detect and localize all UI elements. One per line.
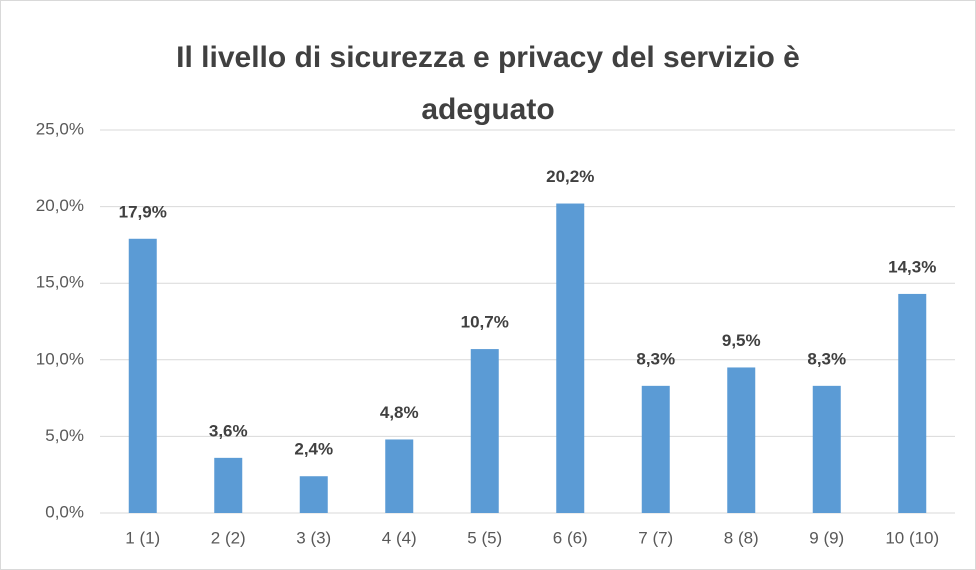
data-label: 8,3%	[636, 349, 675, 368]
bar	[214, 457, 243, 513]
x-tick-label: 3 (3)	[296, 528, 331, 547]
x-tick-label: 1 (1)	[125, 528, 160, 547]
data-label: 4,8%	[380, 403, 419, 422]
data-label: 20,2%	[546, 167, 594, 186]
bar	[128, 238, 157, 513]
data-label: 8,3%	[807, 349, 846, 368]
y-tick-label: 20,0%	[36, 196, 84, 215]
x-tick-label: 5 (5)	[467, 528, 502, 547]
x-tick-label: 7 (7)	[638, 528, 673, 547]
y-tick-label: 25,0%	[36, 119, 84, 138]
y-tick-label: 5,0%	[45, 426, 84, 445]
data-label: 2,4%	[294, 440, 333, 459]
data-label: 17,9%	[119, 202, 167, 221]
chart-title: Il livello di sicurezza e privacy del se…	[176, 41, 800, 126]
bar	[727, 367, 756, 513]
x-tick-label: 6 (6)	[553, 528, 588, 547]
bar	[556, 203, 585, 513]
bar	[898, 293, 927, 513]
bar	[299, 476, 328, 513]
x-tick-label: 9 (9)	[809, 528, 844, 547]
bar	[385, 439, 414, 513]
y-tick-label: 10,0%	[36, 349, 84, 368]
data-label: 3,6%	[209, 421, 248, 440]
y-tick-label: 15,0%	[36, 273, 84, 292]
data-label: 14,3%	[888, 257, 936, 276]
bar	[470, 349, 499, 513]
data-label: 9,5%	[722, 331, 761, 350]
x-tick-label: 2 (2)	[211, 528, 246, 547]
bar	[641, 385, 670, 513]
x-tick-label: 10 (10)	[885, 528, 939, 547]
bar	[812, 385, 841, 513]
x-tick-label: 4 (4)	[382, 528, 417, 547]
data-label: 10,7%	[461, 313, 509, 332]
y-tick-label: 0,0%	[45, 502, 84, 521]
x-tick-label: 8 (8)	[724, 528, 759, 547]
